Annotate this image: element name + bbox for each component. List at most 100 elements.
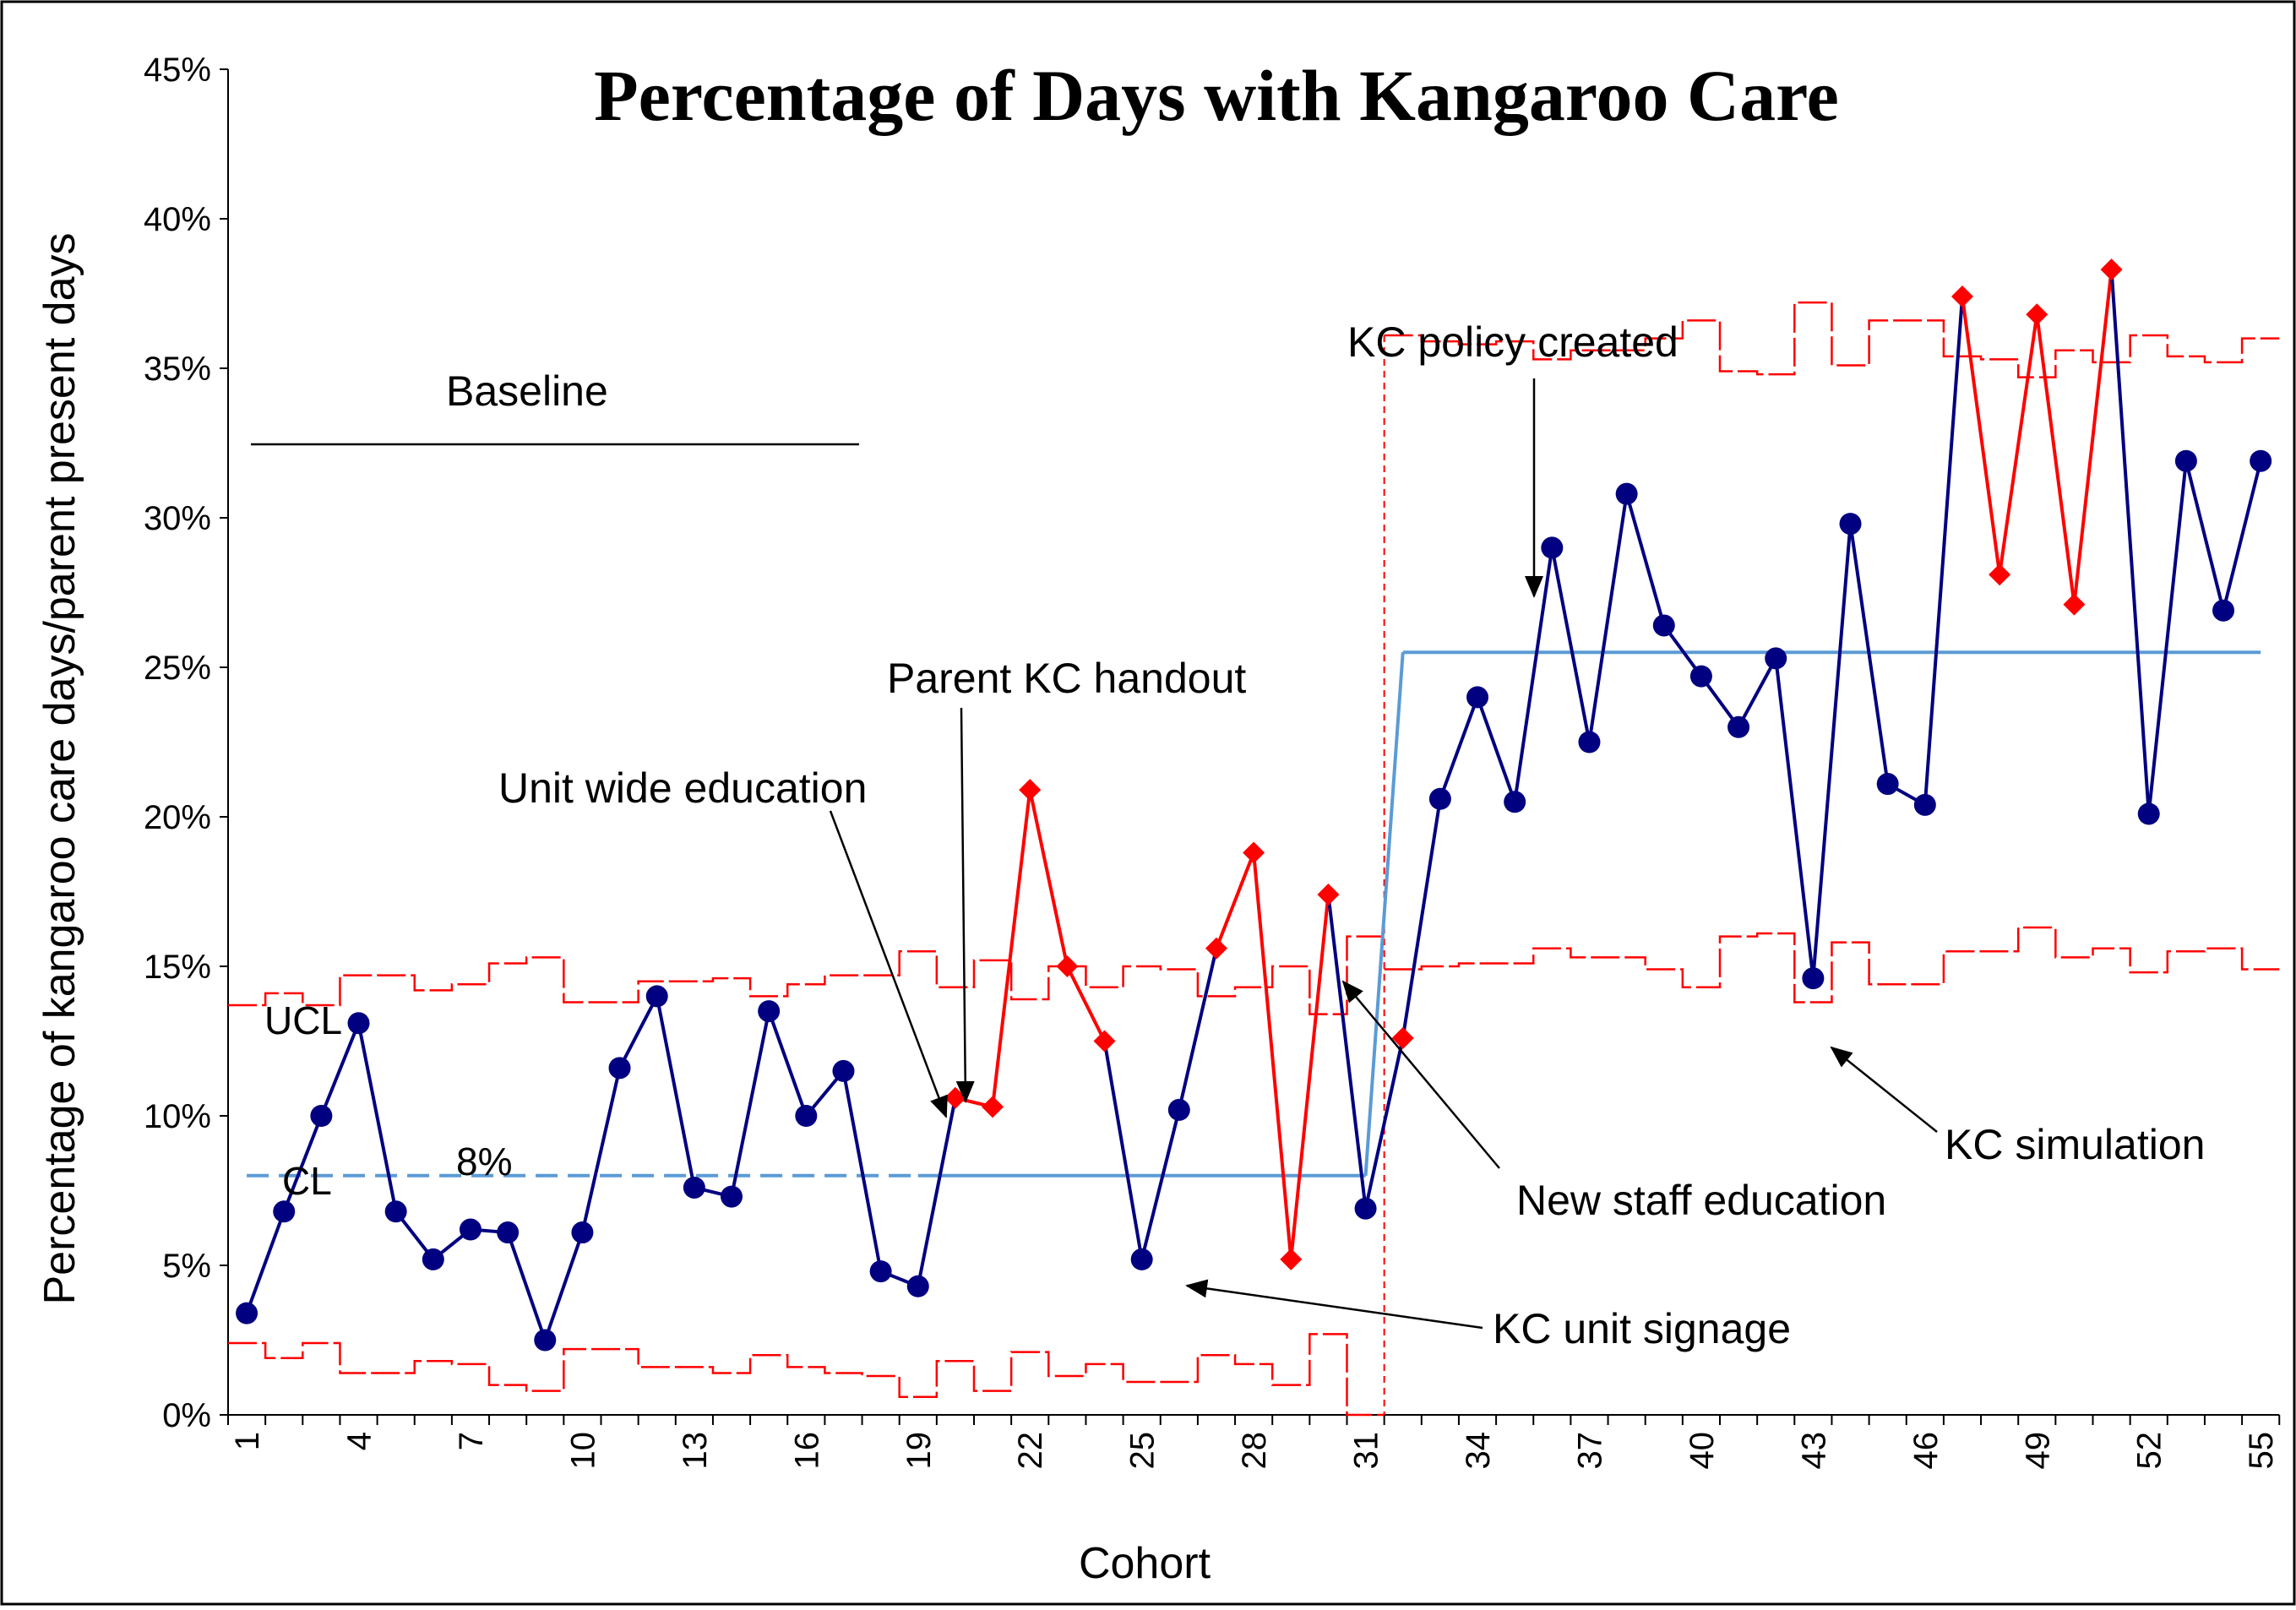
x-tick-label: 4 [341, 1432, 378, 1450]
data-line-segment [1215, 851, 1255, 949]
arrow-kc-simulation [1830, 1046, 1938, 1133]
data-line-segment [282, 1115, 324, 1213]
data-point [645, 985, 668, 1008]
data-point [1689, 665, 1712, 688]
y-tick-label: 30% [144, 500, 211, 537]
data-point [1354, 1197, 1377, 1220]
y-tick-label: 10% [144, 1098, 211, 1135]
data-line-segment [2035, 314, 2076, 605]
data-point [1167, 1098, 1190, 1121]
data-line-segment [1960, 296, 2002, 575]
data-point-special [1391, 1026, 1414, 1049]
x-tick-label: 1 [229, 1432, 266, 1450]
data-line-segment [1102, 1041, 1144, 1260]
data-line-segment [1401, 798, 1442, 1039]
y-tick-label: 45% [144, 52, 211, 89]
data-point [906, 1275, 929, 1297]
cl-label: CL [282, 1159, 332, 1203]
ucl-line-phase-2 [1384, 301, 2280, 378]
data-line-segment [506, 1232, 547, 1341]
data-point [2137, 802, 2160, 825]
data-point [608, 1057, 631, 1080]
center-line-shift [1363, 652, 1405, 1176]
data-line-segment [1065, 965, 1107, 1042]
data-point [2174, 449, 2197, 472]
data-line-segment [1737, 657, 1777, 728]
x-tick-label: 7 [453, 1432, 490, 1450]
data-point-special [2063, 593, 2086, 616]
annotation-parent-kc-handout: Parent KC handout [887, 655, 1246, 702]
data-point [1578, 731, 1601, 753]
arrow-unit-wide-education [829, 810, 948, 1118]
x-tick-label: 13 [677, 1432, 714, 1470]
data-point [721, 1185, 743, 1208]
data-line-segment [2072, 269, 2114, 605]
data-line-segment [618, 995, 659, 1069]
x-tick-label: 22 [1012, 1432, 1049, 1470]
data-point [1727, 715, 1750, 738]
cl-value-label: 8% [456, 1140, 512, 1183]
x-tick-label: 52 [2131, 1432, 2168, 1470]
data-line-segment [1363, 1037, 1405, 1210]
data-line-segment [1140, 1109, 1181, 1260]
baseline-label: Baseline [446, 367, 608, 415]
data-point [1504, 791, 1526, 813]
data-line-segment [1476, 696, 1517, 802]
data-line-segment [730, 1010, 771, 1197]
data-point [534, 1329, 557, 1352]
data-point-special [1205, 937, 1227, 960]
data-line-segment [2184, 460, 2225, 612]
data-point-special [1019, 779, 1042, 802]
y-axis-title: Percentage of kangaroo care days/parent … [35, 232, 84, 1304]
data-line-segment [991, 789, 1032, 1107]
data-line-segment [245, 1210, 286, 1314]
data-line-segment [1848, 523, 1890, 785]
data-point [1652, 614, 1675, 637]
y-tick-label: 40% [144, 201, 211, 238]
data-point [2250, 449, 2272, 472]
x-tick-label: 10 [564, 1432, 601, 1470]
data-point [1765, 647, 1787, 670]
data-line-segment [2109, 269, 2151, 814]
x-tick-label: 49 [2019, 1432, 2056, 1470]
data-point [832, 1059, 855, 1082]
data-line-segment [841, 1070, 883, 1272]
data-line-segment [1326, 894, 1368, 1209]
y-tick-label: 20% [144, 799, 211, 836]
plot-marks: 0% 5% 10% 15% 20% 25% 30% 35% 40% 45% 1 4 7 10 13 16 19 2… [144, 52, 2281, 1470]
data-point [869, 1260, 892, 1283]
annotation-kc-unit-signage: KC unit signage [1493, 1305, 1791, 1352]
x-tick-label: 55 [2243, 1432, 2280, 1470]
data-line-segment [1028, 789, 1069, 967]
data-line-segment [319, 1022, 361, 1117]
data-point [422, 1248, 444, 1270]
data-point [459, 1218, 482, 1241]
data-line-segment [1811, 523, 1853, 979]
data-line-segment [1289, 894, 1330, 1260]
data-point [758, 1000, 781, 1023]
data-point [1802, 967, 1825, 990]
data-point [1913, 793, 1936, 816]
data-point-special [982, 1096, 1004, 1118]
data-point [1615, 482, 1638, 505]
data-point-special [1280, 1248, 1303, 1270]
y-tick-label: 35% [144, 351, 211, 388]
data-point-special [1989, 563, 2011, 586]
x-tick-label: 25 [1124, 1432, 1162, 1470]
data-line-segment [543, 1232, 585, 1341]
data-point [1428, 787, 1451, 810]
data-point [683, 1176, 705, 1199]
x-tick-label: 16 [788, 1432, 825, 1470]
arrow-kc-unit-signage [1185, 1279, 1483, 1330]
data-point [310, 1105, 333, 1127]
y-tick-label: 25% [144, 650, 211, 687]
data-point [1839, 513, 1862, 536]
x-axis-title: Cohort [1079, 1539, 1211, 1588]
data-line-segment [1923, 296, 1964, 805]
data-point [1466, 686, 1489, 709]
x-tick-label: 43 [1795, 1432, 1832, 1470]
data-line-segment [655, 996, 696, 1188]
data-line-segment [1624, 493, 1666, 626]
